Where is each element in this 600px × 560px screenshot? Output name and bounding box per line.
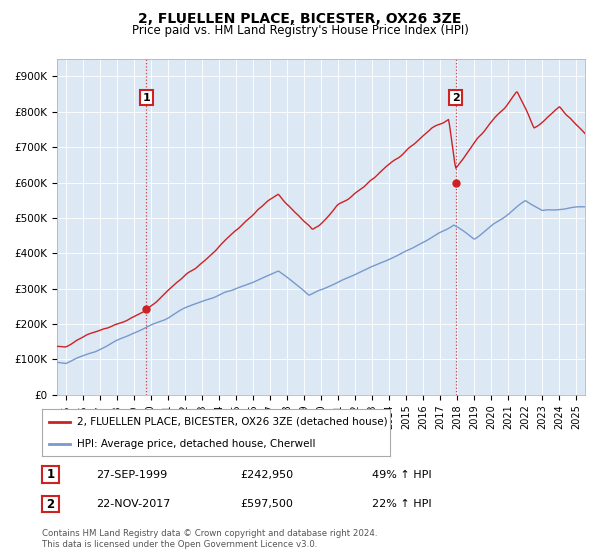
Text: £597,500: £597,500 <box>240 499 293 509</box>
Text: Contains HM Land Registry data © Crown copyright and database right 2024.
This d: Contains HM Land Registry data © Crown c… <box>42 529 377 549</box>
Text: Price paid vs. HM Land Registry's House Price Index (HPI): Price paid vs. HM Land Registry's House … <box>131 24 469 36</box>
Text: 27-SEP-1999: 27-SEP-1999 <box>96 470 167 480</box>
Text: £242,950: £242,950 <box>240 470 293 480</box>
Text: 2: 2 <box>452 93 460 102</box>
Text: 2, FLUELLEN PLACE, BICESTER, OX26 3ZE (detached house): 2, FLUELLEN PLACE, BICESTER, OX26 3ZE (d… <box>77 417 388 427</box>
Text: 1: 1 <box>46 468 55 482</box>
Text: HPI: Average price, detached house, Cherwell: HPI: Average price, detached house, Cher… <box>77 438 316 449</box>
Text: 22-NOV-2017: 22-NOV-2017 <box>96 499 170 509</box>
Text: 1: 1 <box>142 93 150 102</box>
Text: 22% ↑ HPI: 22% ↑ HPI <box>372 499 431 509</box>
Text: 2: 2 <box>46 497 55 511</box>
Text: 49% ↑ HPI: 49% ↑ HPI <box>372 470 431 480</box>
Text: 2, FLUELLEN PLACE, BICESTER, OX26 3ZE: 2, FLUELLEN PLACE, BICESTER, OX26 3ZE <box>139 12 461 26</box>
